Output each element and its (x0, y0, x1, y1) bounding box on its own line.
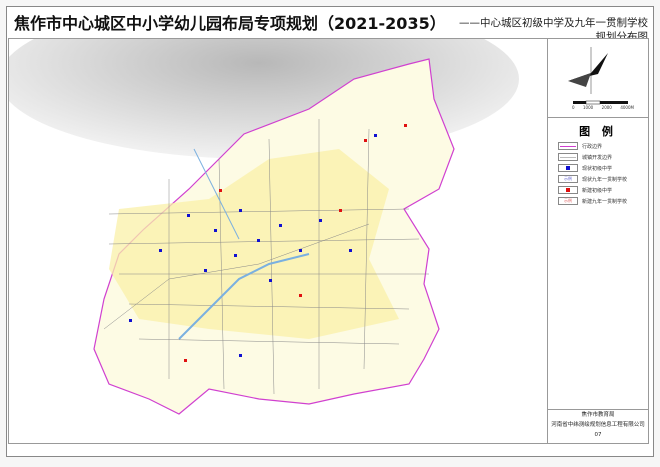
legend-item: 行政边界 (558, 142, 602, 150)
page-number: 07 (594, 432, 602, 438)
legend-label: 现状初级中学 (582, 165, 613, 172)
footer-org: 焦作市教育局 (581, 412, 615, 418)
scale-label: 1000 (583, 105, 594, 110)
canal (193, 148, 240, 240)
scale-label: 0 (572, 105, 575, 110)
legend-label: 城镇开发边界 (582, 154, 613, 161)
existing-nine-year-swatch: 示例 (558, 175, 578, 183)
legend-item: 现状初级中学 (558, 164, 612, 172)
legend-title: 图 例 (579, 125, 617, 138)
new-school-swatch (558, 186, 578, 194)
map-area (0, 0, 548, 444)
north-arrow-icon (568, 47, 628, 105)
road-network (103, 119, 429, 395)
existing-schools (129, 134, 377, 357)
scale-label: 4000M (620, 105, 634, 110)
compass-and-scale: 0 1000 2000 4000M (548, 39, 648, 118)
urban-core (109, 149, 399, 339)
legend-label: 新建九年一贯制学校 (582, 198, 628, 205)
scale-label: 2000 (601, 105, 612, 110)
new-nine-year-swatch: 示例 (558, 197, 578, 205)
existing-school-swatch (558, 164, 578, 172)
page-title: 焦作市中心城区中小学幼儿园布局专项规划（2021-2035） (14, 14, 446, 33)
legend-item: 示例 新建九年一贯制学校 (558, 197, 627, 205)
boundary-swatch (558, 142, 578, 150)
legend-label: 现状九年一贯制学校 (582, 176, 628, 183)
legend-label: 行政边界 (582, 143, 603, 150)
legend-label: 新建初级中学 (582, 187, 613, 194)
scale-bar-labels: 0 1000 2000 4000M (572, 105, 634, 110)
river (178, 253, 310, 340)
subtitle-line1: ——中心城区初级中学及九年一贯制学校 (459, 17, 648, 29)
footer-company: 河南省中纬测绘规划信息工程有限公司 (551, 422, 645, 428)
side-panel: 0 1000 2000 4000M 图 例 行政边界 城镇开发边界 现状初级中学… (548, 38, 649, 444)
new-schools (184, 124, 407, 362)
footer-credits: 焦作市教育局 河南省中纬测绘规划信息工程有限公司 07 (548, 409, 648, 444)
legend-item: 城镇开发边界 (558, 153, 612, 161)
legend-item: 示例 现状九年一贯制学校 (558, 175, 627, 183)
dev-boundary-swatch (558, 153, 578, 161)
legend-item: 新建初级中学 (558, 186, 612, 194)
